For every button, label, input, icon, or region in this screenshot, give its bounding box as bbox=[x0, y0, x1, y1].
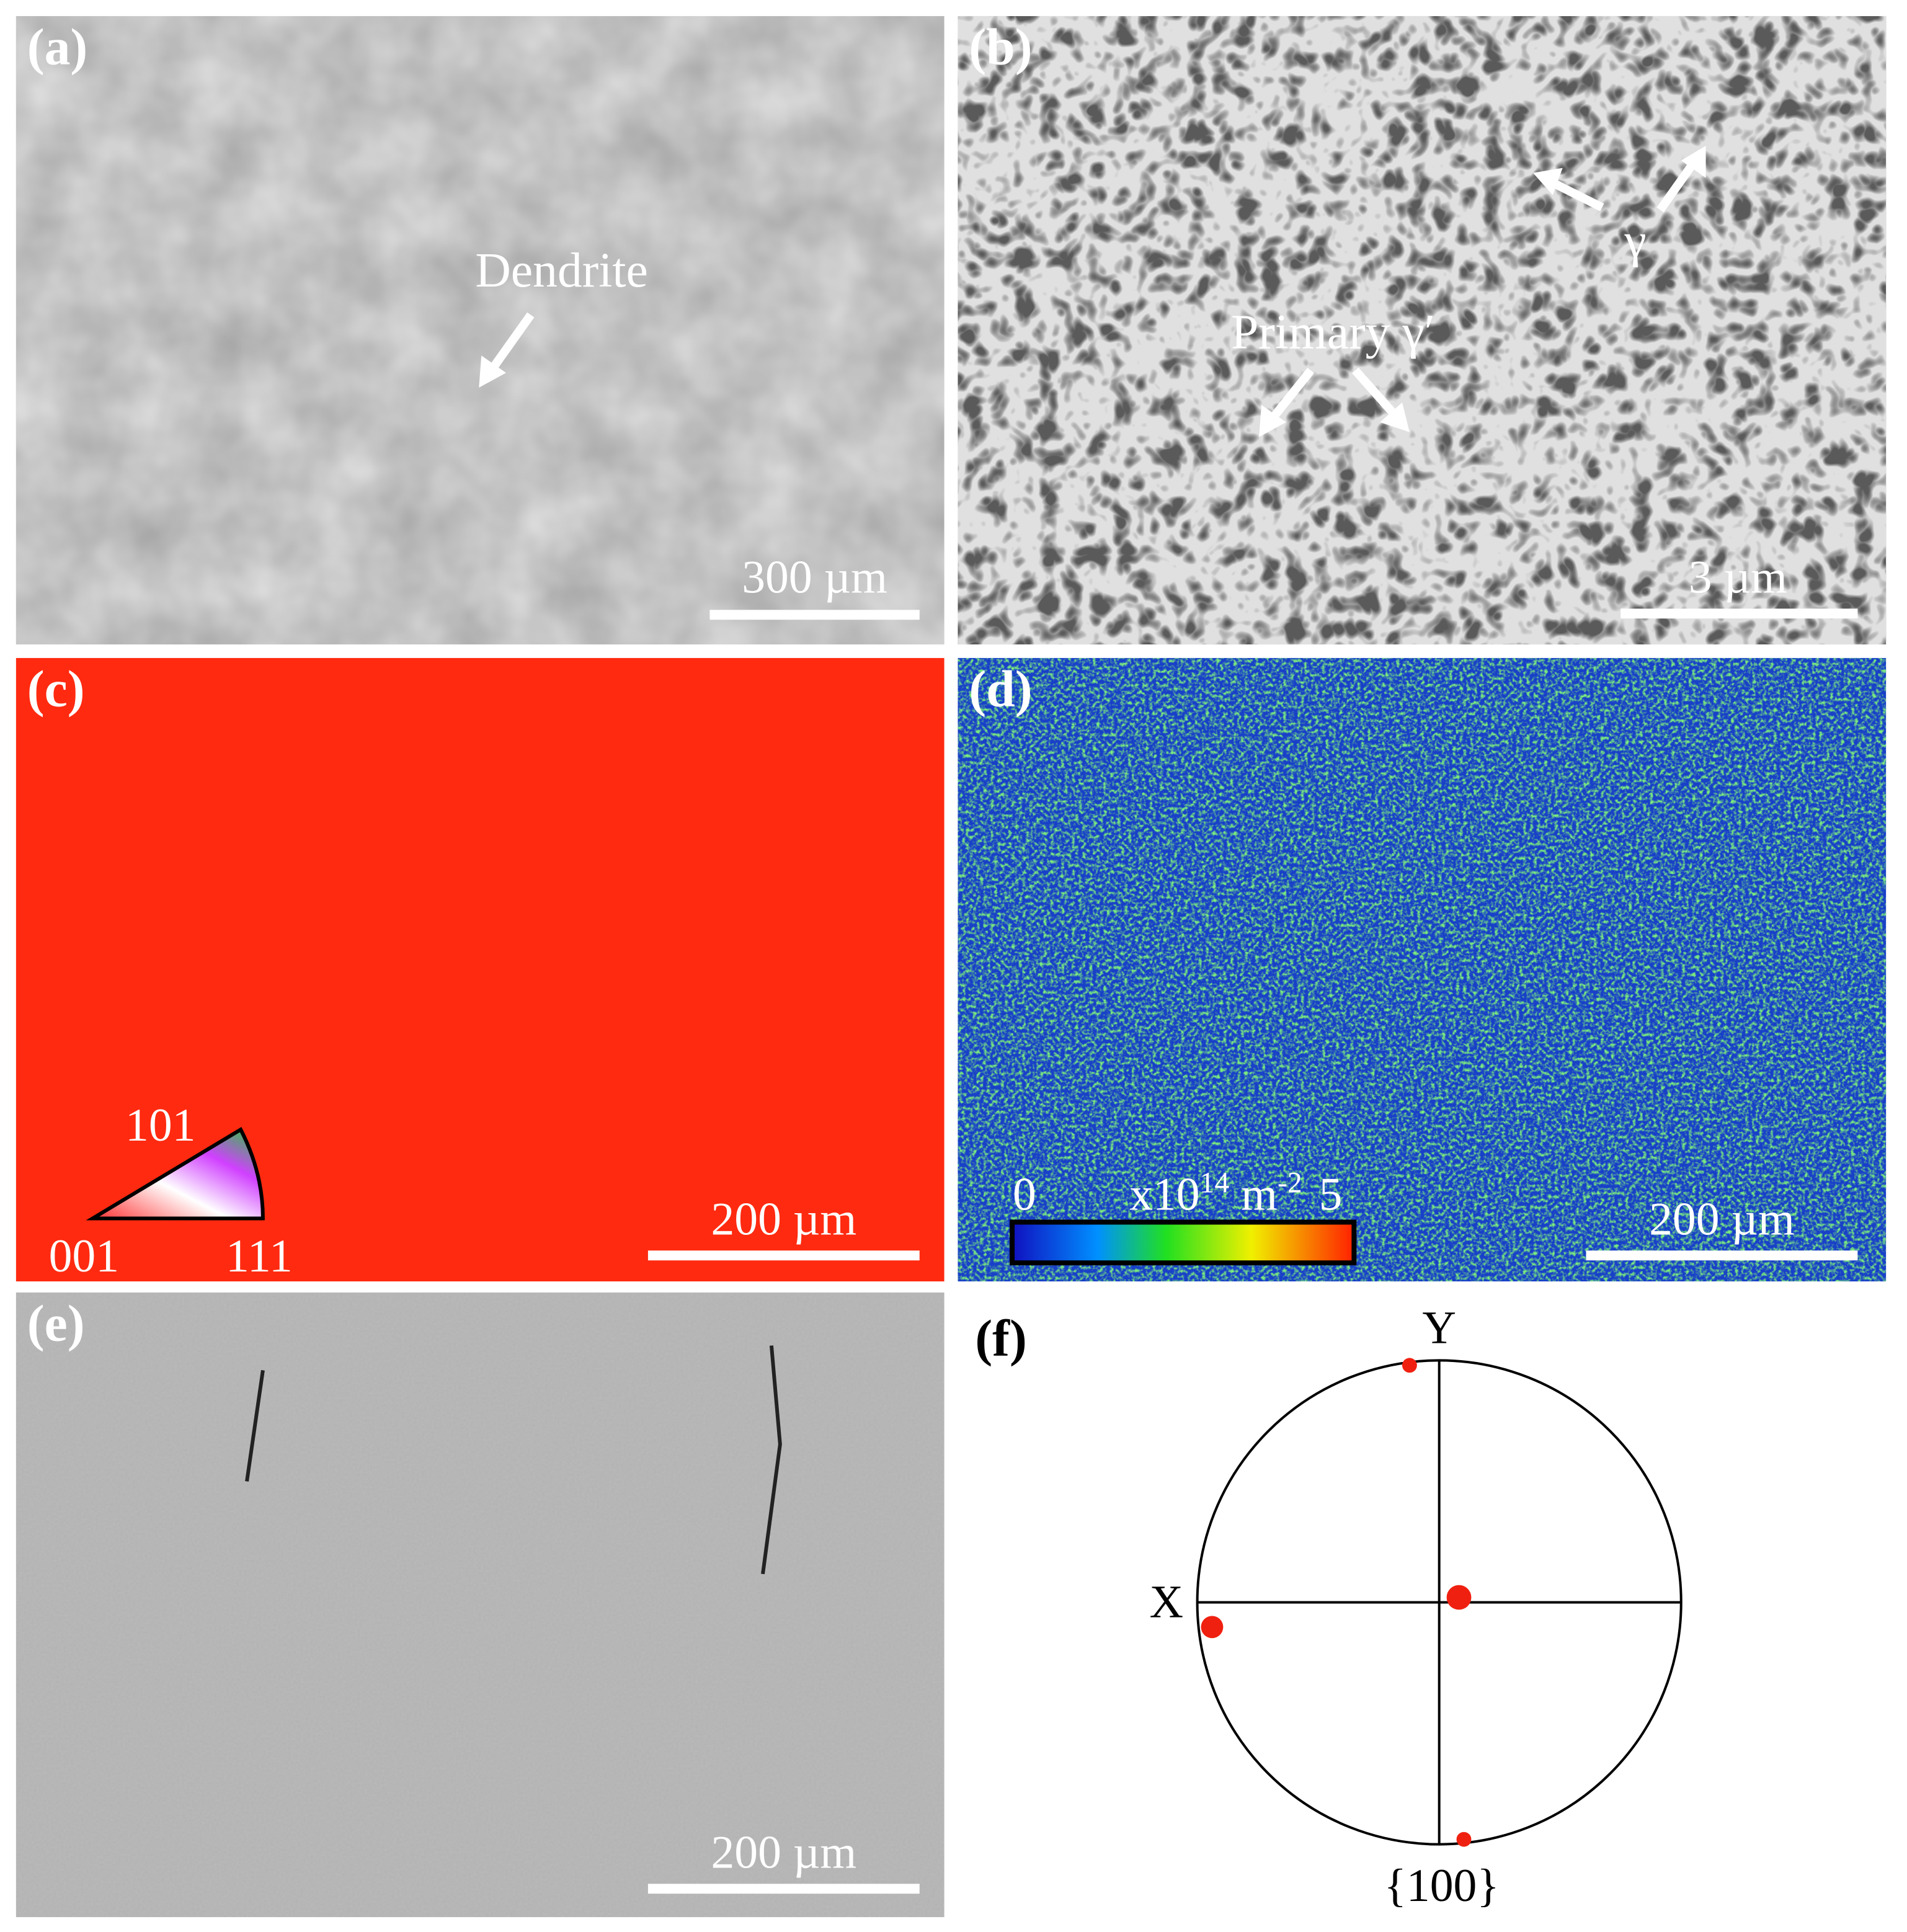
colorbar-unit: x1014 m-2 bbox=[1129, 1167, 1302, 1221]
scale-bar-label: 3 µm bbox=[1689, 551, 1787, 603]
arrow-head bbox=[479, 355, 507, 388]
annotation: Primary γ′ bbox=[1231, 305, 1435, 359]
arrow bbox=[1550, 179, 1604, 211]
unit-part: m bbox=[1229, 1169, 1278, 1221]
pole-spot bbox=[1456, 1832, 1472, 1847]
texture bbox=[958, 657, 1887, 1282]
colorbar-max: 5 bbox=[1319, 1169, 1343, 1221]
panel-e: (e) 200 µm bbox=[16, 1292, 945, 1918]
ipf-triangle bbox=[86, 1127, 265, 1221]
pole-spot bbox=[1201, 1616, 1224, 1639]
pore-line bbox=[245, 1369, 265, 1482]
scale-bar bbox=[647, 1884, 920, 1894]
arrow-head bbox=[1681, 145, 1706, 178]
arrow-head bbox=[1532, 167, 1563, 195]
unit-sup: 14 bbox=[1200, 1167, 1230, 1200]
scale-bar bbox=[709, 610, 920, 620]
scale-bar bbox=[1586, 1250, 1858, 1261]
panel-label: (f) bbox=[975, 1310, 1027, 1367]
scale-bar-label: 200 µm bbox=[711, 1827, 856, 1878]
panel-label: (c) bbox=[27, 661, 85, 718]
arrow bbox=[487, 312, 535, 373]
texture bbox=[958, 16, 1887, 645]
panel-label: (e) bbox=[27, 1296, 85, 1353]
panel-c: (c) 101 001 111 200 µm bbox=[16, 657, 945, 1282]
pore-line bbox=[761, 1345, 782, 1575]
pole-spot bbox=[1446, 1585, 1472, 1610]
scale-bar bbox=[647, 1250, 920, 1261]
colorbar-min: 0 bbox=[1013, 1169, 1036, 1221]
scale-bar bbox=[1620, 608, 1858, 619]
panel-a: (a) Dendrite 300 µm bbox=[16, 16, 945, 645]
unit-part: x10 bbox=[1129, 1169, 1199, 1221]
colorbar bbox=[1010, 1219, 1357, 1266]
scale-bar-label: 300 µm bbox=[742, 551, 887, 603]
scale-bar-label: 200 µm bbox=[711, 1193, 856, 1245]
arrow bbox=[1656, 160, 1697, 213]
panel-label: (a) bbox=[27, 19, 87, 76]
annotation: γ bbox=[1624, 213, 1647, 268]
arrow-head bbox=[1259, 404, 1286, 437]
axis-label: X bbox=[1150, 1576, 1184, 1627]
arrow bbox=[1268, 367, 1315, 423]
ipf-label: 101 bbox=[125, 1100, 195, 1151]
panel-label: (b) bbox=[969, 19, 1032, 76]
ipf-label: 111 bbox=[226, 1231, 293, 1282]
texture bbox=[16, 1292, 945, 1918]
annotation: Dendrite bbox=[475, 243, 648, 298]
panel-label: (d) bbox=[969, 661, 1032, 718]
scale-bar-label: 200 µm bbox=[1649, 1193, 1795, 1245]
panel-b: (b) Primary γ′ γ 3 µm bbox=[958, 16, 1887, 645]
texture bbox=[16, 16, 945, 645]
unit-sup: -2 bbox=[1278, 1167, 1302, 1200]
pole-spot bbox=[1402, 1358, 1417, 1373]
ipf-label: 001 bbox=[49, 1231, 119, 1282]
arrow bbox=[1352, 367, 1398, 418]
panel-f: (f) Y X {100} bbox=[975, 1302, 1683, 1912]
axis-label: Y bbox=[1422, 1302, 1456, 1354]
panel-d: (d) 0 x1014 m-2 5 200 µm bbox=[958, 657, 1887, 1282]
caption: {100} bbox=[1384, 1860, 1500, 1912]
